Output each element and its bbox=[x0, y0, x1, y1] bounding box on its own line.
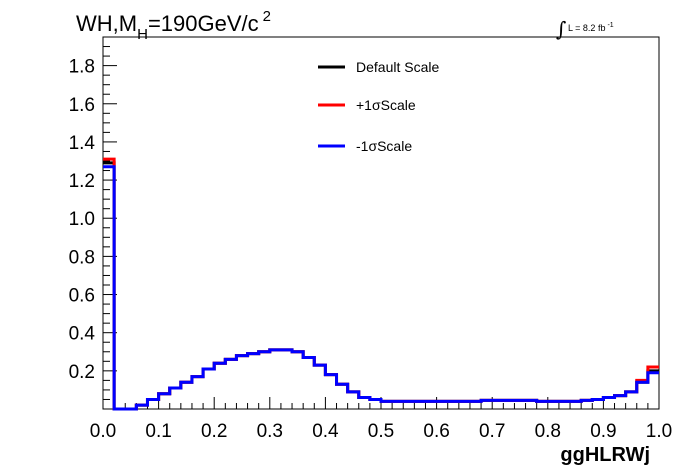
x-tick-label: 0.6 bbox=[423, 421, 449, 442]
x-tick-label: 0.3 bbox=[257, 421, 283, 442]
x-tick-label: 0.0 bbox=[90, 421, 116, 442]
legend: Default Scale +1σScale -1σScale bbox=[318, 59, 439, 154]
y-tick-label: 0.4 bbox=[69, 324, 96, 345]
chart-title: WH,MH=190GeV/c 2 bbox=[76, 8, 271, 43]
x-tick-label: 0.7 bbox=[479, 421, 505, 442]
series-layer bbox=[103, 157, 659, 411]
y-tick-label: 1.0 bbox=[69, 209, 95, 230]
x-tick-label: 0.4 bbox=[312, 421, 339, 442]
legend-label-default: Default Scale bbox=[356, 59, 439, 75]
y-tick-label: 1.4 bbox=[69, 133, 96, 154]
y-tick-label: 0.8 bbox=[69, 247, 95, 268]
series-line-2 bbox=[103, 165, 659, 411]
x-tick-label: 0.8 bbox=[535, 421, 561, 442]
x-axis-label: ggHLRWj bbox=[560, 444, 650, 466]
legend-label-minus: -1σScale bbox=[356, 138, 412, 154]
tick-labels: 0.0 0.1 0.2 0.3 0.4 0.5 0.6 0.7 0.8 0.9 1.0 0.2 0.4 0… bbox=[69, 57, 673, 442]
x-tick-label: 0.9 bbox=[590, 421, 616, 442]
plot-frame bbox=[102, 36, 660, 410]
x-tick-label: 1.0 bbox=[646, 421, 672, 442]
y-tick-label: 0.2 bbox=[69, 362, 95, 383]
x-tick-label: 0.1 bbox=[145, 421, 171, 442]
integral-symbol: ∫ bbox=[556, 17, 566, 41]
x-tick-label: 0.2 bbox=[201, 421, 227, 442]
legend-label-plus: +1σScale bbox=[356, 97, 416, 113]
axis-ticks bbox=[102, 36, 660, 409]
series-line-1 bbox=[103, 157, 659, 411]
series-line-0 bbox=[103, 161, 659, 411]
x-tick-label: 0.5 bbox=[368, 421, 394, 442]
y-tick-label: 1.6 bbox=[69, 95, 95, 116]
y-tick-label: 1.2 bbox=[69, 171, 95, 192]
y-tick-label: 1.8 bbox=[69, 57, 95, 78]
y-tick-label: 0.6 bbox=[69, 286, 95, 307]
luminosity-label: L = 8.2 fb -1 bbox=[568, 22, 614, 33]
